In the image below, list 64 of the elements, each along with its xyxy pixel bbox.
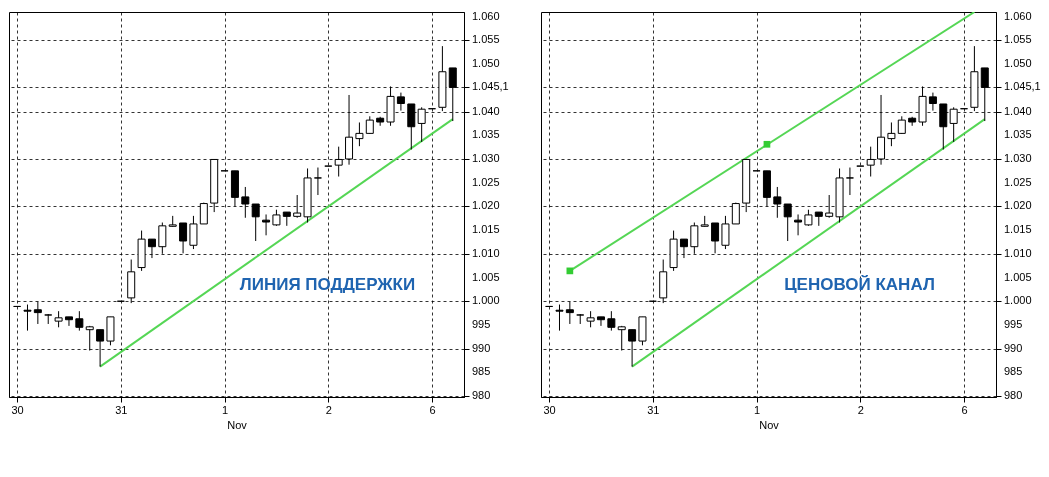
- candlestick: [262, 213, 271, 236]
- x-tick-label: 6: [961, 403, 968, 416]
- candlestick: [75, 310, 84, 332]
- y-tick-label: 1.030: [1004, 151, 1032, 164]
- y-tick-label: 1.015: [1004, 223, 1032, 236]
- x-axis-title: Nov: [227, 418, 248, 431]
- y-tick-label: 1.005: [1004, 270, 1032, 283]
- y-tick-label: 985: [472, 365, 491, 378]
- candlestick: [396, 92, 405, 112]
- y-tick-label: 1.060: [1004, 9, 1032, 22]
- candlestick: [23, 304, 32, 332]
- y-tick-label: 1.025: [1004, 175, 1032, 188]
- y-tick-label: 990: [1004, 341, 1023, 354]
- y-tick-label: 1.000: [1004, 294, 1032, 307]
- candlestick: [721, 215, 730, 250]
- y-tick-label: 985: [1004, 365, 1023, 378]
- y-tick-label: 1.055: [472, 33, 500, 46]
- candlestick: [596, 316, 605, 327]
- candlestick: [189, 215, 198, 250]
- annotation: ЦЕНОВОЙ КАНАЛ: [784, 275, 935, 295]
- candlestick: [607, 310, 616, 332]
- y-tick-label: 1.010: [472, 246, 500, 259]
- y-tick-label: 1.020: [1004, 199, 1032, 212]
- y-tick-label: 1.050: [472, 57, 500, 70]
- y-tick-label: 980: [472, 389, 491, 402]
- y-tick-label: 1.050: [1004, 57, 1032, 70]
- y-tick-label: 1.040: [472, 104, 500, 117]
- annotation: ЛИНИЯ ПОДДЕРЖКИ: [239, 275, 416, 295]
- candlestick: [887, 121, 896, 147]
- x-tick-label: 30: [11, 403, 24, 416]
- y-tick-label: 1.045,1: [472, 80, 509, 93]
- y-tick-label: 995: [472, 317, 491, 330]
- y-tick-label: 1.020: [472, 199, 500, 212]
- x-tick-label: 6: [429, 403, 436, 416]
- y-tick-label: 1.045,1: [1004, 80, 1041, 93]
- x-axis-title: Nov: [759, 418, 780, 431]
- candlestick: [845, 167, 854, 196]
- y-tick-label: 1.035: [1004, 128, 1032, 141]
- x-tick-label: 30: [543, 403, 556, 416]
- y-tick-label: 1.030: [472, 151, 500, 164]
- y-tick-label: 980: [1004, 389, 1023, 402]
- y-tick-label: 1.000: [472, 294, 500, 307]
- candlestick: [794, 213, 803, 236]
- candlestick: [355, 121, 364, 147]
- x-tick-label: 1: [222, 403, 229, 416]
- y-tick-label: 1.060: [472, 9, 500, 22]
- y-tick-label: 1.055: [1004, 33, 1032, 46]
- x-tick-label: 1: [754, 403, 761, 416]
- y-tick-label: 1.015: [472, 223, 500, 236]
- candlestick: [928, 92, 937, 112]
- x-tick-label: 2: [325, 403, 332, 416]
- y-tick-label: 1.005: [472, 270, 500, 283]
- candlestick: [555, 304, 564, 332]
- x-tick-label: 31: [647, 403, 660, 416]
- x-tick-label: 31: [115, 403, 128, 416]
- x-tick-label: 2: [857, 403, 864, 416]
- y-tick-label: 995: [1004, 317, 1023, 330]
- y-tick-label: 1.035: [472, 128, 500, 141]
- candlestick: [313, 167, 322, 196]
- candlestick: [64, 316, 73, 327]
- y-tick-label: 1.010: [1004, 246, 1032, 259]
- y-tick-label: 990: [472, 341, 491, 354]
- y-tick-label: 1.040: [1004, 104, 1032, 117]
- y-tick-label: 1.025: [472, 175, 500, 188]
